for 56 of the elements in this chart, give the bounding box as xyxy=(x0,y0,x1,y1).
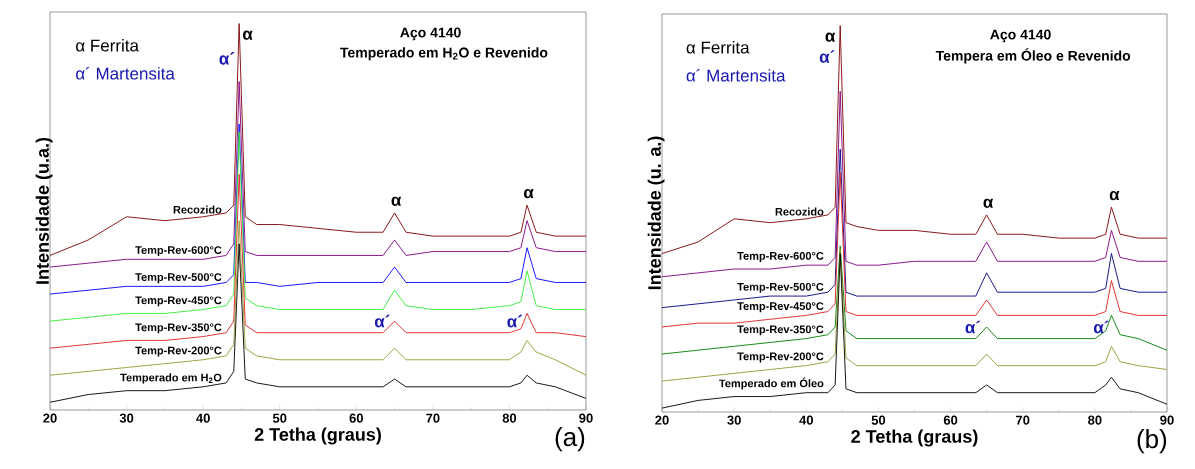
series-label: Temp-Rev-200°C xyxy=(135,346,222,357)
x-tick-label: 70 xyxy=(1016,415,1030,425)
x-tick-label: 30 xyxy=(727,415,741,425)
x-tick-label: 50 xyxy=(272,413,287,423)
x-tick-label: 20 xyxy=(655,415,669,425)
annotation: α´ xyxy=(965,320,981,334)
x-tick-label: 90 xyxy=(1160,415,1174,425)
text: (b) xyxy=(1137,429,1167,454)
x-axis-title: 2 Tetha (graus) xyxy=(254,427,381,445)
x-tick-label: 50 xyxy=(871,415,886,425)
series-label: Temp-Rev-500°C xyxy=(135,273,222,284)
annotation: α´ xyxy=(819,50,835,63)
x-tick-label: 30 xyxy=(119,413,134,423)
annotation: α´ xyxy=(507,314,523,328)
series-label: Temp-Rev-450°C xyxy=(737,302,824,313)
annotation: α Ferrita xyxy=(686,41,750,54)
series-label: Temp-Rev-350°C xyxy=(135,323,222,334)
x-axis-title: 2 Tetha (graus) xyxy=(851,429,978,447)
x-tick-label: 70 xyxy=(426,413,440,423)
series-label: Recozido xyxy=(173,205,222,214)
series-label: Temperado em H$_{2}$O xyxy=(120,373,222,384)
annotation: α xyxy=(391,196,402,206)
series-label: Temp-Rev-200°C xyxy=(737,352,824,363)
annotation: α´ xyxy=(374,314,390,328)
series-label: Temp-Rev-350°C xyxy=(737,325,824,336)
series-label: Temp-Rev-600°C xyxy=(135,246,222,257)
annotation: α xyxy=(524,188,534,199)
text: Temperado em H$_{2}$O e Revenido xyxy=(340,47,548,61)
text: Tempera em Óleo e Revenido xyxy=(935,48,1131,64)
annotation: α Ferrita xyxy=(76,39,139,52)
annotation: α´ xyxy=(219,52,235,65)
annotation: α xyxy=(983,198,994,208)
annotation: α xyxy=(242,30,253,40)
series-label: Temp-Rev-450°C xyxy=(135,296,222,307)
x-tick-label: 90 xyxy=(579,413,593,423)
x-tick-label: 80 xyxy=(1088,415,1102,425)
series-label: Recozido xyxy=(775,207,824,216)
x-tick-label: 60 xyxy=(943,415,958,425)
x-tick-label: 60 xyxy=(349,413,363,423)
x-tick-label: 40 xyxy=(799,415,813,425)
annotation: α xyxy=(1109,190,1120,201)
annotation: α xyxy=(825,32,836,42)
series-label: Temp-Rev-500°C xyxy=(737,282,824,293)
x-tick-label: 40 xyxy=(196,413,210,423)
chart-title: Aço 4140 xyxy=(400,27,461,41)
x-tick-label: 80 xyxy=(502,413,517,423)
series-label: Temperado em Óleo xyxy=(719,377,824,390)
text: (a) xyxy=(555,427,585,452)
annotation: α´ xyxy=(1093,320,1109,334)
annotation: α´ Martensita xyxy=(76,66,175,80)
x-tick-label: 20 xyxy=(43,413,57,423)
series-label: Temp-Rev-600°C xyxy=(737,252,824,262)
y-axis-title: Intensidade (u. a.) xyxy=(647,136,665,290)
annotation: α´ Martensita xyxy=(686,68,786,82)
chart-title: Aço 4140 xyxy=(990,29,1051,43)
y-axis-title: Intensidade (u.a.) xyxy=(35,137,53,284)
